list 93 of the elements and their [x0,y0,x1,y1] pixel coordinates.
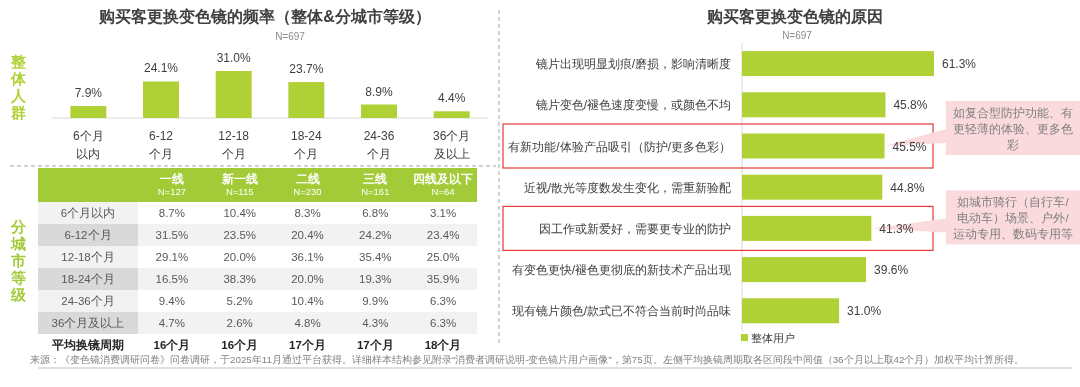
bar [215,71,252,118]
data-label: 6.3% [429,317,457,329]
data-label: 45.5% [892,139,927,154]
bar [742,257,867,283]
y-tick-label: 因工作或新爱好，需要更专业的防护 [539,221,731,236]
bar [742,51,934,77]
x-tick-label: 新一线 N=115 [220,172,258,197]
data-label: 39.6% [874,263,909,278]
data-label: 24.1% [143,61,179,76]
x-tick-label: 36个月及以上 [432,129,471,161]
data-label: 8.3% [294,207,321,219]
data-label: 25.0% [426,251,460,263]
bar [288,82,325,118]
y-tick-label: 36个月及以上 [51,317,125,329]
data-label: 6.8% [362,207,389,219]
data-label: 9.9% [362,295,389,307]
data-label: 7.9% [74,86,103,101]
data-label: 4.7% [158,317,186,329]
data-label: 61.3% [942,57,977,72]
data-label: 2.6% [226,317,253,329]
data-label: 4.8% [294,317,321,329]
bar [742,92,886,118]
data-label: 17个月 [356,338,394,351]
data-label: 23.7% [289,62,324,77]
data-label: 17个月 [289,338,326,351]
legend-label: 整体用户 [751,332,795,344]
data-label: 29.1% [155,251,189,263]
x-tick-label: 三线 N=161 [361,172,390,197]
y-tick-label: 镜片变色/褪色速度变慢，或颜色不均 [534,98,731,113]
y-tick-label: 6-12个月 [64,229,112,241]
data-label: 20.4% [291,229,324,241]
y-axis-title: 整体人群 [9,53,27,121]
annotation: 如城市骑行（自行车/电动车）场景、户外/运动专用、数码专用等 [953,195,1073,241]
data-label: 31.0% [847,304,882,319]
bar [742,174,883,200]
data-label: 19.3% [359,273,392,285]
y-tick-label: 有新功能/体验产品吸引（防护/更多色彩） [508,139,731,154]
data-label: 4.3% [362,317,389,329]
data-label: 8.7% [158,207,186,219]
data-label: 44.8% [890,180,925,195]
chart-subtitle: N=697 [275,31,306,42]
chart-title: 购买客更换变色镜的原因 [706,7,883,25]
data-label: 35.9% [426,273,460,285]
bar [361,104,397,118]
data-label: 10.4% [223,207,256,219]
data-label: 10.4% [291,295,324,307]
y-tick-label: 12-18个月 [61,251,115,263]
data-label: 20.0% [291,273,324,285]
y-tick-label: 24-36个月 [61,295,115,307]
y-tick-label: 现有镜片颜色/款式已不符合当前时尚品味 [511,304,731,319]
x-tick-label: 24-36个月 [363,129,395,161]
data-label: 31.5% [155,229,189,241]
x-tick-label: 6-12个月 [148,129,174,161]
data-label: 23.4% [426,229,460,241]
chart-title: 购买客更换变色镜的频率（整体&分城市等级） [98,7,431,26]
data-label: 38.3% [223,273,256,285]
data-label: 4.4% [437,91,466,106]
x-tick-label: 18-24个月 [290,129,322,161]
data-label: 3.1% [429,207,457,219]
data-label: 24.2% [359,229,392,241]
x-tick-label: 12-18个月 [218,129,250,161]
annotation: 如复合型防护功能、有更轻薄的体验、更多色彩 [953,106,1073,151]
data-label: 16个月 [153,338,191,351]
x-tick-label: 一线 N=127 [157,172,187,197]
data-label: 35.4% [359,251,392,263]
y-tick-label: 平均换镜周期 [51,338,124,351]
data-label: 16.5% [155,273,189,285]
y-tick-label: 有变色更快/褪色更彻底的新技术产品出现 [511,263,731,278]
data-label: 41.3% [879,221,914,236]
bar [742,298,840,324]
data-label: 5.2% [226,295,253,307]
data-label: 36.1% [291,251,324,263]
data-label: 31.0% [216,51,252,65]
data-label: 9.4% [158,295,186,307]
data-label: 8.9% [365,84,393,99]
data-label: 6.3% [429,295,457,307]
bar [143,81,179,118]
bar [70,106,107,118]
y-tick-label: 18-24个月 [61,273,115,285]
data-label: 23.5% [223,229,256,241]
y-tick-label: 镜片出现明显划痕/磨损，影响清晰度 [534,57,731,72]
data-label: 16个月 [221,338,259,351]
x-tick-label: 四线及以下 N=64 [413,172,474,197]
y-axis-title: 分城市等级 [9,218,27,303]
data-label: 18个月 [424,338,462,351]
annotation: 来源：《变色镜消费调研问卷》问卷调研，于2025年11月通过平台获得。详细样本结构参见附录“消费者调研说明-变色镜片用户画像”，第75页。左侧平均换镜周期取各区间段中间值（36个月以上取42个月）加权平均计算所得。 [30,354,1025,365]
y-tick-label: 近视/散光等度数发生变化，需重新验配 [523,180,731,195]
chart-subtitle: N=697 [782,30,813,41]
data-label: 45.8% [893,98,928,113]
y-tick-label: 6个月以内 [60,207,116,219]
x-tick-label: 二线 N=230 [293,172,322,197]
data-label: 20.0% [223,251,256,263]
bar [433,111,470,118]
